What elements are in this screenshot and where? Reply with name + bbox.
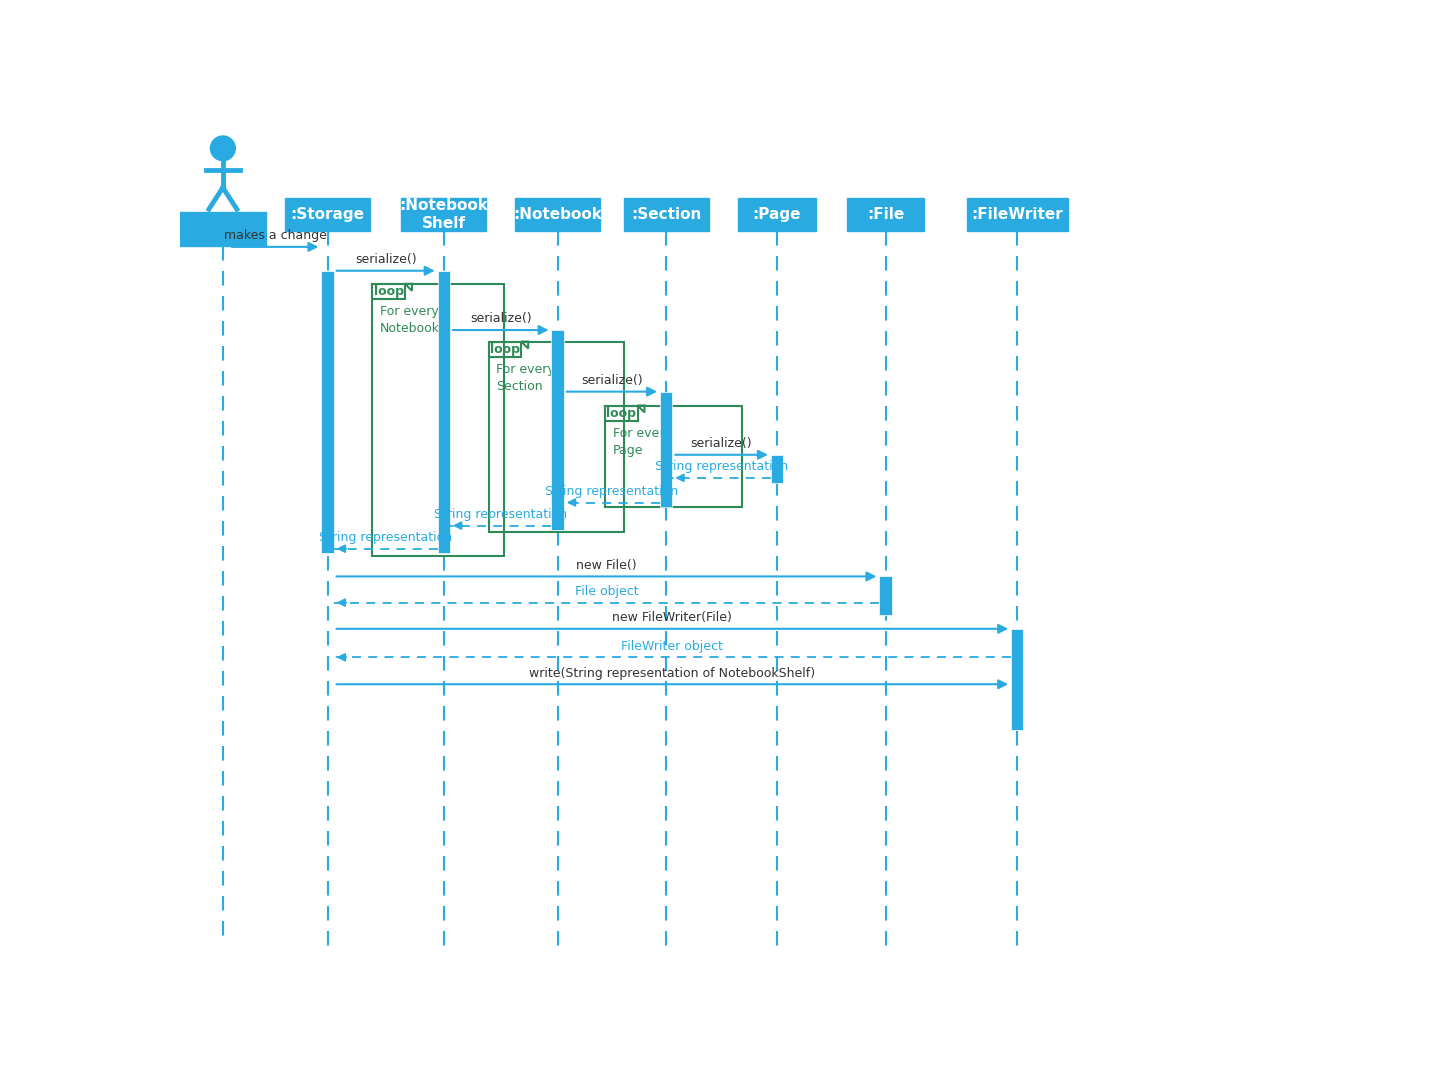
Bar [771, 454, 783, 483]
Text: serialize(): serialize() [470, 313, 532, 326]
Bar [489, 342, 521, 357]
Text: For every
Section: For every Section [496, 364, 555, 393]
Text: :File: :File [867, 207, 904, 222]
Bar [372, 283, 405, 300]
Bar [437, 270, 450, 553]
Text: serialize(): serialize() [581, 374, 643, 387]
Bar [551, 330, 564, 530]
Text: loop: loop [606, 407, 636, 420]
Bar [401, 198, 486, 232]
Text: serialize(): serialize() [691, 437, 753, 450]
Bar [606, 406, 743, 507]
Text: FileWriter object: FileWriter object [622, 639, 724, 652]
Text: :Storage: :Storage [290, 207, 365, 222]
Text: loop: loop [490, 343, 521, 356]
Bar [286, 198, 371, 232]
Text: new File(): new File() [577, 558, 637, 571]
Bar [660, 392, 672, 507]
Text: :Notebook: :Notebook [513, 207, 603, 222]
Text: new FileWriter(File): new FileWriter(File) [613, 611, 733, 624]
Bar [606, 406, 637, 421]
Text: String representation: String representation [319, 531, 453, 544]
Bar [880, 577, 891, 615]
Text: For every
Notebook: For every Notebook [381, 305, 440, 335]
Text: File object: File object [575, 585, 639, 598]
Text: String representation: String representation [434, 509, 567, 522]
Bar [372, 283, 505, 556]
Text: write(String representation of NotebookShelf): write(String representation of NotebookS… [529, 667, 815, 679]
Text: :Page: :Page [753, 207, 802, 222]
Bar [1011, 629, 1024, 730]
Bar [846, 198, 924, 232]
Text: :Notebook
Shelf: :Notebook Shelf [399, 198, 489, 232]
Text: :FileWriter: :FileWriter [972, 207, 1063, 222]
Text: serialize(): serialize() [355, 253, 417, 266]
Text: loop: loop [373, 285, 404, 298]
Text: String representation: String representation [545, 485, 679, 498]
Text: :Section: :Section [632, 207, 701, 222]
Bar [180, 212, 265, 246]
Circle shape [211, 136, 235, 160]
Bar [322, 270, 333, 553]
Bar [623, 198, 709, 232]
Bar [738, 198, 816, 232]
Text: String representation: String representation [655, 460, 789, 473]
Bar [515, 198, 600, 232]
Bar [489, 342, 623, 531]
Bar [968, 198, 1067, 232]
Text: makes a change: makes a change [224, 229, 327, 242]
Text: For every
Page: For every Page [613, 427, 672, 457]
